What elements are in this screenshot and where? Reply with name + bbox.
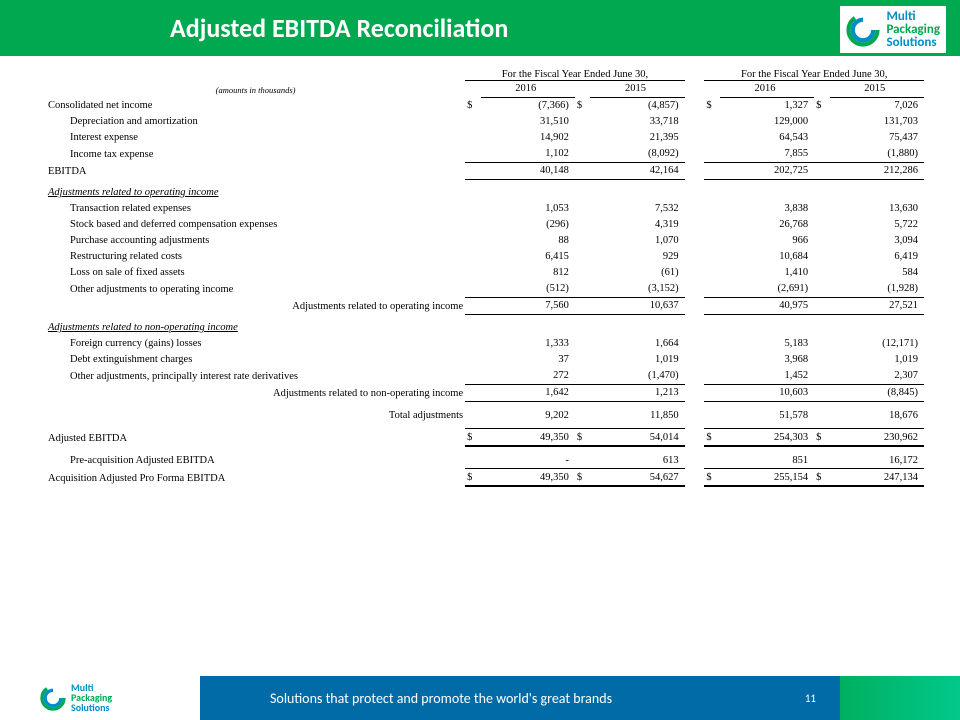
logo-text: Multi Packaging Solutions <box>886 10 940 49</box>
footer-tagline: Solutions that protect and promote the w… <box>200 676 840 720</box>
footer-bar: Multi Packaging Solutions Solutions that… <box>0 676 960 720</box>
page-number: 11 <box>805 692 816 705</box>
logo-bottom: Multi Packaging Solutions <box>0 676 200 720</box>
page-title: Adjusted EBITDA Reconciliation <box>170 12 508 44</box>
logo-swirl-icon <box>40 685 66 711</box>
amounts-note: (amounts in thousands) <box>48 80 465 97</box>
footer-accent <box>840 676 960 720</box>
logo-top: Multi Packaging Solutions <box>840 6 946 53</box>
header-bar: Adjusted EBITDA Reconciliation Multi Pac… <box>0 0 960 56</box>
row-cni: Consolidated net income $(7,366) $(4,857… <box>48 97 924 114</box>
logo-swirl-icon <box>846 13 880 47</box>
reconciliation-table: For the Fiscal Year Ended June 30, For t… <box>0 56 960 487</box>
